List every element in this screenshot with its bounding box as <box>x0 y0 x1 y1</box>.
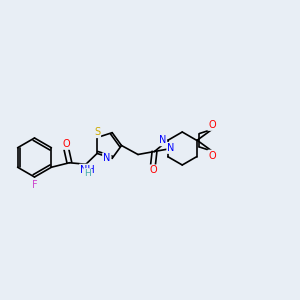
Text: F: F <box>32 179 37 190</box>
Text: H: H <box>84 169 91 178</box>
Text: O: O <box>149 165 157 176</box>
Text: N: N <box>103 153 110 163</box>
Text: O: O <box>63 139 70 149</box>
Text: S: S <box>94 127 100 137</box>
Text: O: O <box>208 151 216 160</box>
Text: NH: NH <box>80 165 95 175</box>
Text: N: N <box>167 143 175 153</box>
Text: O: O <box>208 120 216 130</box>
Text: N: N <box>159 135 166 145</box>
